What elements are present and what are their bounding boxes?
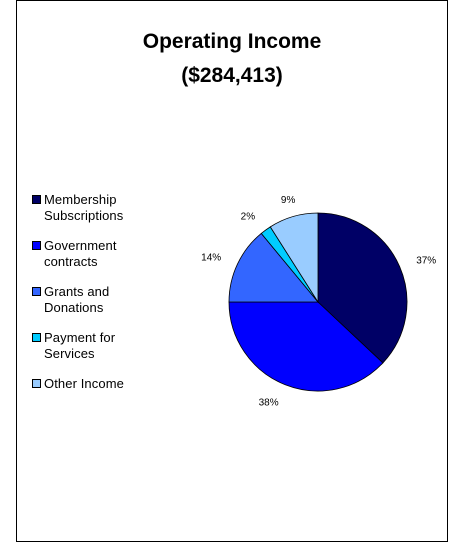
legend-label-government: Government contracts — [44, 238, 117, 269]
legend-label-membership: Membership Subscriptions — [44, 192, 124, 223]
legend-swatch-government — [32, 241, 41, 250]
legend-swatch-payment — [32, 333, 41, 342]
legend-item-payment: Payment for Services — [32, 330, 182, 362]
legend-swatch-membership — [32, 195, 41, 204]
data-label-membership-subscriptions: 37% — [416, 256, 436, 267]
legend-item-government: Government contracts — [32, 238, 182, 270]
legend-item-other: Other Income — [32, 376, 182, 392]
chart-title: Operating Income — [142, 30, 322, 53]
chart-legend: Membership Subscriptions Government cont… — [32, 192, 182, 406]
legend-label-other: Other Income — [44, 376, 124, 391]
data-label-other-income: 9% — [281, 195, 296, 206]
legend-item-grants: Grants and Donations — [32, 284, 182, 316]
data-label-payment-for-services: 2% — [241, 211, 256, 222]
data-label-grants-and-donations: 14% — [201, 252, 221, 263]
pie-slice-membership-subscriptions — [317, 212, 408, 364]
chart-subtitle: ($284,413) — [181, 64, 283, 87]
legend-item-membership: Membership Subscriptions — [32, 192, 182, 224]
pie-slice-other-income — [269, 212, 319, 304]
data-label-government-contracts: 38% — [259, 397, 279, 408]
legend-swatch-other — [32, 379, 41, 388]
legend-swatch-grants — [32, 287, 41, 296]
pie-slice-grants-and-donations — [228, 232, 319, 303]
legend-label-payment: Payment for Services — [44, 330, 116, 361]
pie-slice-government-contracts — [228, 301, 384, 392]
legend-label-grants: Grants and Donations — [44, 284, 110, 315]
